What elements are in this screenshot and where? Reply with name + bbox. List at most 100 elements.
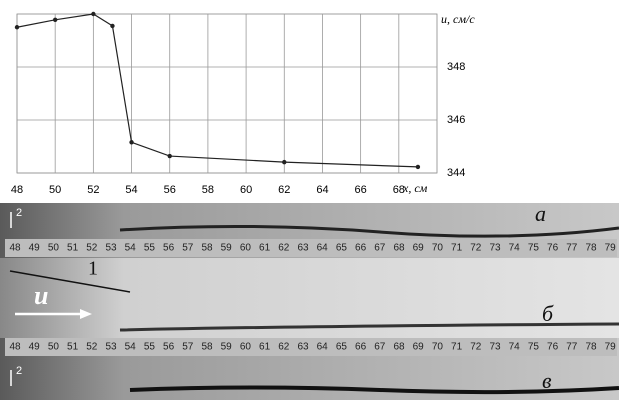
panel-label: а <box>535 201 546 226</box>
ruler-label: 73 <box>489 243 501 254</box>
velocity-label: u <box>34 281 48 310</box>
x-tick-label: 54 <box>125 184 137 196</box>
ruler-label: 77 <box>566 342 578 353</box>
ruler-label: 75 <box>528 243 540 254</box>
x-tick-label: 60 <box>240 184 252 196</box>
x-tick-label: 64 <box>316 184 328 196</box>
y-tick-label: 346 <box>447 114 465 126</box>
ruler-label: 61 <box>259 342 271 353</box>
x-tick-label: 56 <box>164 184 176 196</box>
x-tick-label: 62 <box>278 184 290 196</box>
ruler-label: 54 <box>125 243 137 254</box>
ruler-label: 79 <box>605 342 617 353</box>
x-tick-label: 50 <box>49 184 61 196</box>
point <box>415 164 421 170</box>
point <box>14 25 20 30</box>
ruler-label: 56 <box>163 243 175 254</box>
ruler-label: 49 <box>29 243 41 254</box>
ruler-label: 71 <box>451 243 463 254</box>
wave <box>119 322 619 332</box>
ruler-label: 68 <box>393 342 405 353</box>
ruler-label: 70 <box>432 243 444 254</box>
ruler-label: 51 <box>67 243 79 254</box>
ruler-label: 55 <box>144 243 156 254</box>
line <box>16 13 418 168</box>
ruler-label: 70 <box>432 342 444 353</box>
depth-mark: 2 <box>16 365 22 377</box>
ruler-label: 54 <box>125 342 137 353</box>
ruler-label: 77 <box>566 243 578 254</box>
ruler-label: 53 <box>105 342 117 353</box>
callout-line <box>9 270 131 293</box>
ruler-label: 69 <box>413 342 425 353</box>
ruler-label: 72 <box>470 342 482 353</box>
x-axis-label: x, см <box>402 181 428 195</box>
ruler-label: 58 <box>201 243 213 254</box>
point <box>52 17 58 23</box>
callout: 1 <box>88 258 98 280</box>
point <box>110 23 115 29</box>
x-tick-label: 48 <box>11 184 23 196</box>
ruler-label: 48 <box>9 342 21 353</box>
ruler-label: 62 <box>278 243 290 254</box>
ruler <box>5 239 617 257</box>
ruler-label: 48 <box>9 243 21 254</box>
ruler-label: 49 <box>29 342 41 353</box>
ruler-label: 74 <box>509 342 521 353</box>
ruler-label: 75 <box>528 342 540 353</box>
ruler-label: 59 <box>221 342 233 353</box>
panel-label: б <box>542 301 554 326</box>
wave <box>129 385 619 395</box>
ruler-label: 72 <box>470 243 482 254</box>
ruler-label: 56 <box>163 342 175 353</box>
ruler-label: 60 <box>240 243 252 254</box>
ruler-label: 52 <box>86 243 98 254</box>
ruler-label: 78 <box>585 243 597 254</box>
ruler-label: 51 <box>67 342 79 353</box>
ruler-label: 52 <box>86 342 98 353</box>
ruler-label: 57 <box>182 243 194 254</box>
photo: 2 2 1 u а б в 48 49 50 51 52 53 54 55 56 57 58 59 60… <box>0 201 619 400</box>
ruler-label: 50 <box>48 342 60 353</box>
y-axis-label: u, см/с <box>441 12 475 26</box>
ruler-label: 57 <box>182 342 194 353</box>
ruler-label: 64 <box>317 243 329 254</box>
ruler-label: 64 <box>317 342 329 353</box>
ruler-label: 50 <box>48 243 60 254</box>
depth-mark: 2 <box>16 207 22 219</box>
x-tick-label: 58 <box>202 184 214 196</box>
ruler-label: 78 <box>585 342 597 353</box>
y-tick-label: 344 <box>447 167 465 179</box>
ruler-label: 59 <box>221 243 233 254</box>
wave <box>119 224 619 238</box>
ruler-label: 67 <box>374 342 386 353</box>
ruler-label: 63 <box>297 243 309 254</box>
plot-frame <box>16 13 438 174</box>
arrow-head <box>80 309 92 319</box>
point <box>91 11 96 17</box>
ruler-label: 66 <box>355 243 367 254</box>
ruler-label: 67 <box>374 243 386 254</box>
ruler-label: 66 <box>355 342 367 353</box>
point <box>129 140 134 145</box>
ruler-label: 65 <box>336 243 348 254</box>
ruler-label: 76 <box>547 342 559 353</box>
ruler-label: 58 <box>201 342 213 353</box>
ruler-label: 55 <box>144 342 156 353</box>
ruler-label: 61 <box>259 243 271 254</box>
point <box>167 153 172 159</box>
ruler-label: 68 <box>393 243 405 254</box>
ruler-label: 69 <box>413 243 425 254</box>
ruler <box>5 338 617 356</box>
ruler-label: 62 <box>278 342 290 353</box>
point <box>282 159 287 165</box>
ruler-label: 74 <box>509 243 521 254</box>
ruler-label: 53 <box>105 243 117 254</box>
ruler-label: 60 <box>240 342 252 353</box>
panel-label: в <box>542 368 552 393</box>
x-tick-label: 66 <box>355 184 367 196</box>
ruler-label: 76 <box>547 243 559 254</box>
ruler-label: 71 <box>451 342 463 353</box>
